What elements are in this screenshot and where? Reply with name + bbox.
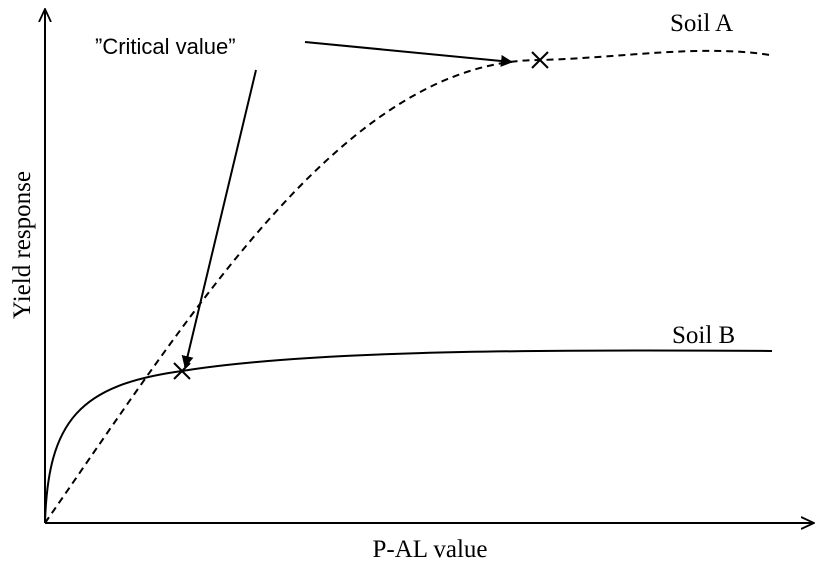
- annotation-arrow: [181, 69, 257, 368]
- annotation-text: ”Critical value”: [95, 34, 236, 59]
- y-axis-label: Yield response: [9, 171, 36, 319]
- curve-label: Soil B: [672, 322, 735, 349]
- critical-marker-a: [531, 51, 549, 69]
- curve-label: Soil A: [670, 10, 733, 37]
- soil-b-curve: [44, 349, 773, 524]
- soil-a-curve: [44, 49, 771, 524]
- x-axis-label: P-AL value: [372, 536, 487, 563]
- annotation-arrow: [304, 41, 513, 67]
